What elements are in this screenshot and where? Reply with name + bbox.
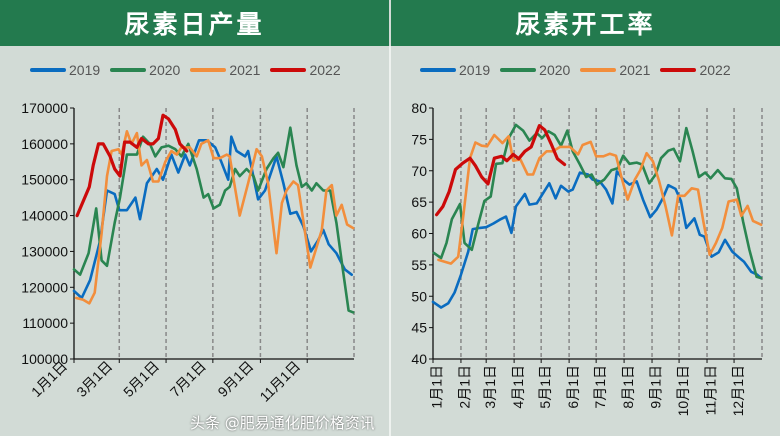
x-tick-label: 3月1日 [482,365,498,409]
legend-operating-rate: 2019 2020 2021 2022 [420,62,731,78]
legend-swatch [660,68,697,72]
x-tick-label: 7月1日 [167,358,209,400]
legend-item-2022: 2022 [660,62,731,78]
y-tick-label: 60 [411,226,427,242]
x-tick-label: 2月1日 [457,365,473,409]
legend-daily-output: 2019 2020 2021 2022 [30,62,341,78]
series-line-2021 [75,130,355,305]
x-tick-label: 10月1日 [675,365,691,416]
x-tick-label: 6月1日 [565,365,581,409]
chart-title-operating-rate: 尿素开工率 [391,0,780,46]
y-tick-label: 40 [411,351,427,367]
chart-1: 100000 110000 120000 130000 140000 150000 1600… [21,100,355,405]
chart-2: 40 45 50 55 60 65 70 75 80 1月1日 2月1日 3月1日 4月1日 5月1日 6月… [411,100,763,416]
legend-swatch [270,68,307,72]
x-tick-label: 11月1日 [256,358,303,405]
legend-item-2020: 2020 [500,62,570,78]
x-tick-label: 9月1日 [648,365,664,409]
y-tick-label: 75 [411,131,427,147]
series-line-2021 [437,133,763,265]
legend-item-2019: 2019 [420,62,490,78]
legend-item-2019: 2019 [30,62,100,78]
y-tick-label: 50 [411,288,427,304]
series-line-2019 [431,170,763,309]
legend-label: 2019 [69,62,101,78]
legend-label: 2022 [309,62,341,78]
series-line-2022 [435,123,567,217]
x-tick-label: 5月1日 [537,365,553,409]
y-tick-label: 80 [411,100,427,116]
y-tick-label: 70 [411,163,427,179]
x-tick-label: 5月1日 [120,358,162,400]
y-tick-label: 55 [411,257,427,273]
x-tick-label: 4月1日 [510,365,526,409]
x-tick-label: 3月1日 [73,358,115,400]
legend-swatch [30,68,66,72]
y-tick-label: 160000 [21,136,68,152]
legend-swatch [190,68,227,72]
legend-item-2021: 2021 [190,62,260,78]
legend-swatch [110,68,147,72]
y-tick-label: 100000 [21,351,68,367]
x-tick-label: 11月1日 [703,365,719,415]
legend-item-2021: 2021 [580,62,650,78]
y-tick-label: 65 [411,194,427,210]
y-tick-label: 110000 [22,315,68,331]
panel-divider [389,46,391,436]
legend-label: 2021 [619,62,651,78]
series-line-2020 [432,123,763,280]
y-tick-label: 130000 [21,243,68,259]
x-tick-label: 12月1日 [730,365,746,416]
legend-label: 2022 [699,62,731,78]
legend-item-2022: 2022 [270,62,341,78]
chart-title-daily-output: 尿素日产量 [0,0,389,46]
series-line-2022 [75,113,189,218]
y-tick-label: 170000 [21,100,68,116]
legend-swatch [500,68,537,72]
y-tick-label: 140000 [21,208,68,224]
legend-item-2020: 2020 [110,62,180,78]
y-tick-label: 45 [411,320,427,336]
legend-label: 2020 [539,62,571,78]
x-tick-label: 1月1日 [429,365,445,409]
legend-label: 2021 [229,62,261,78]
y-tick-label: 120000 [21,279,68,295]
x-tick-label: 8月1日 [620,365,636,409]
x-tick-label: 9月1日 [214,358,256,400]
legend-label: 2020 [149,62,181,78]
legend-swatch [420,68,456,72]
y-tick-label: 150000 [21,172,68,188]
series-line-2020 [72,126,355,314]
legend-label: 2019 [459,62,491,78]
x-tick-label: 7月1日 [592,365,608,409]
watermark: 头条 @肥易通化肥价格资讯 [190,414,375,432]
legend-swatch [580,68,617,72]
